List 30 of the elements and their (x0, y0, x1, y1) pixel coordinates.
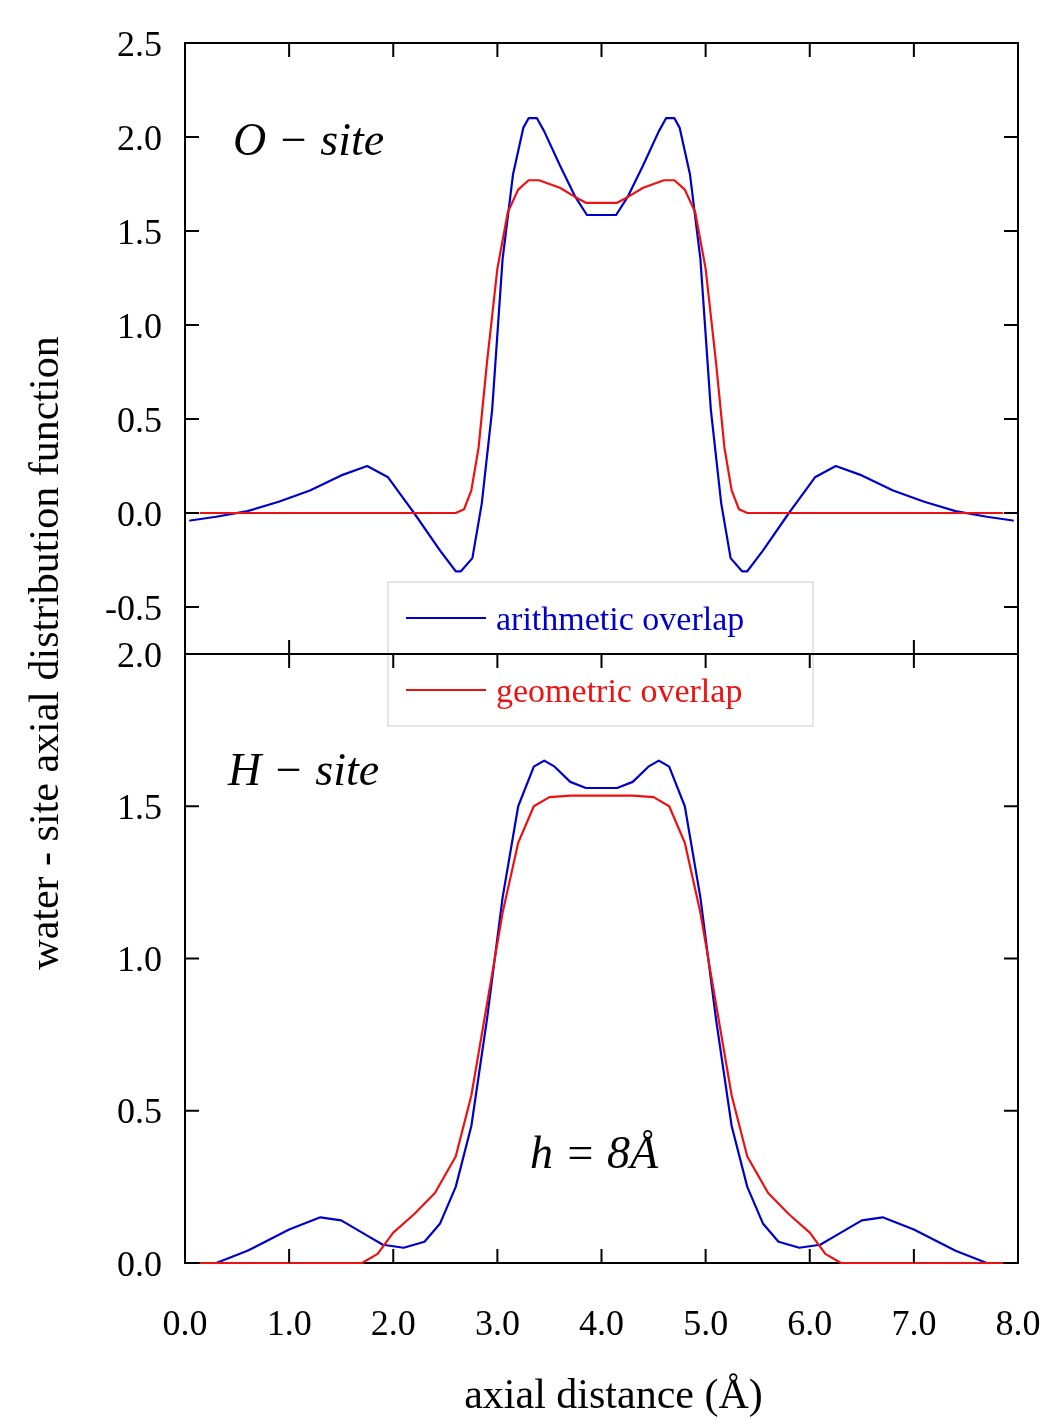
line-series (199, 179, 1004, 515)
annotation: H − site (227, 744, 380, 795)
y-tick-label: 1.5 (117, 211, 162, 252)
x-tick-label: 2.0 (370, 1303, 416, 1343)
y-tick-label: 2.5 (117, 23, 162, 64)
x-axis-title: axial distance (Å) (464, 1371, 763, 1418)
y-axis-title: water - site axial distribution function (21, 336, 67, 970)
x-tick-label: 8.0 (995, 1303, 1041, 1343)
x-tick-label: 4.0 (579, 1303, 624, 1343)
y-tick-label: 1.0 (117, 305, 162, 346)
x-tick-label: 7.0 (891, 1303, 937, 1343)
y-tick-label: 0.5 (117, 399, 162, 440)
x-tick-label: 3.0 (474, 1303, 520, 1343)
y-tick-label: 1.0 (117, 939, 162, 980)
y-tick-label: 2.0 (117, 117, 162, 158)
legend-label: arithmetic overlap (496, 599, 745, 637)
y-tick-label: 1.5 (117, 786, 162, 827)
x-tick-label: 1.0 (266, 1303, 312, 1343)
y-tick-label: 2.0 (117, 634, 162, 675)
x-tick-label: 5.0 (683, 1303, 729, 1343)
y-tick-label: 0.5 (117, 1091, 162, 1132)
x-tick-label: 0.0 (162, 1303, 208, 1343)
line-series (189, 117, 1014, 573)
y-tick-label: 0.0 (117, 1243, 162, 1284)
annotation: h = 8Å (530, 1127, 660, 1178)
y-tick-label: -0.5 (105, 587, 162, 628)
legend-label: geometric overlap (496, 671, 743, 709)
annotation: O − site (233, 114, 385, 165)
x-tick-label: 6.0 (787, 1303, 833, 1343)
y-tick-label: 0.0 (117, 493, 162, 534)
